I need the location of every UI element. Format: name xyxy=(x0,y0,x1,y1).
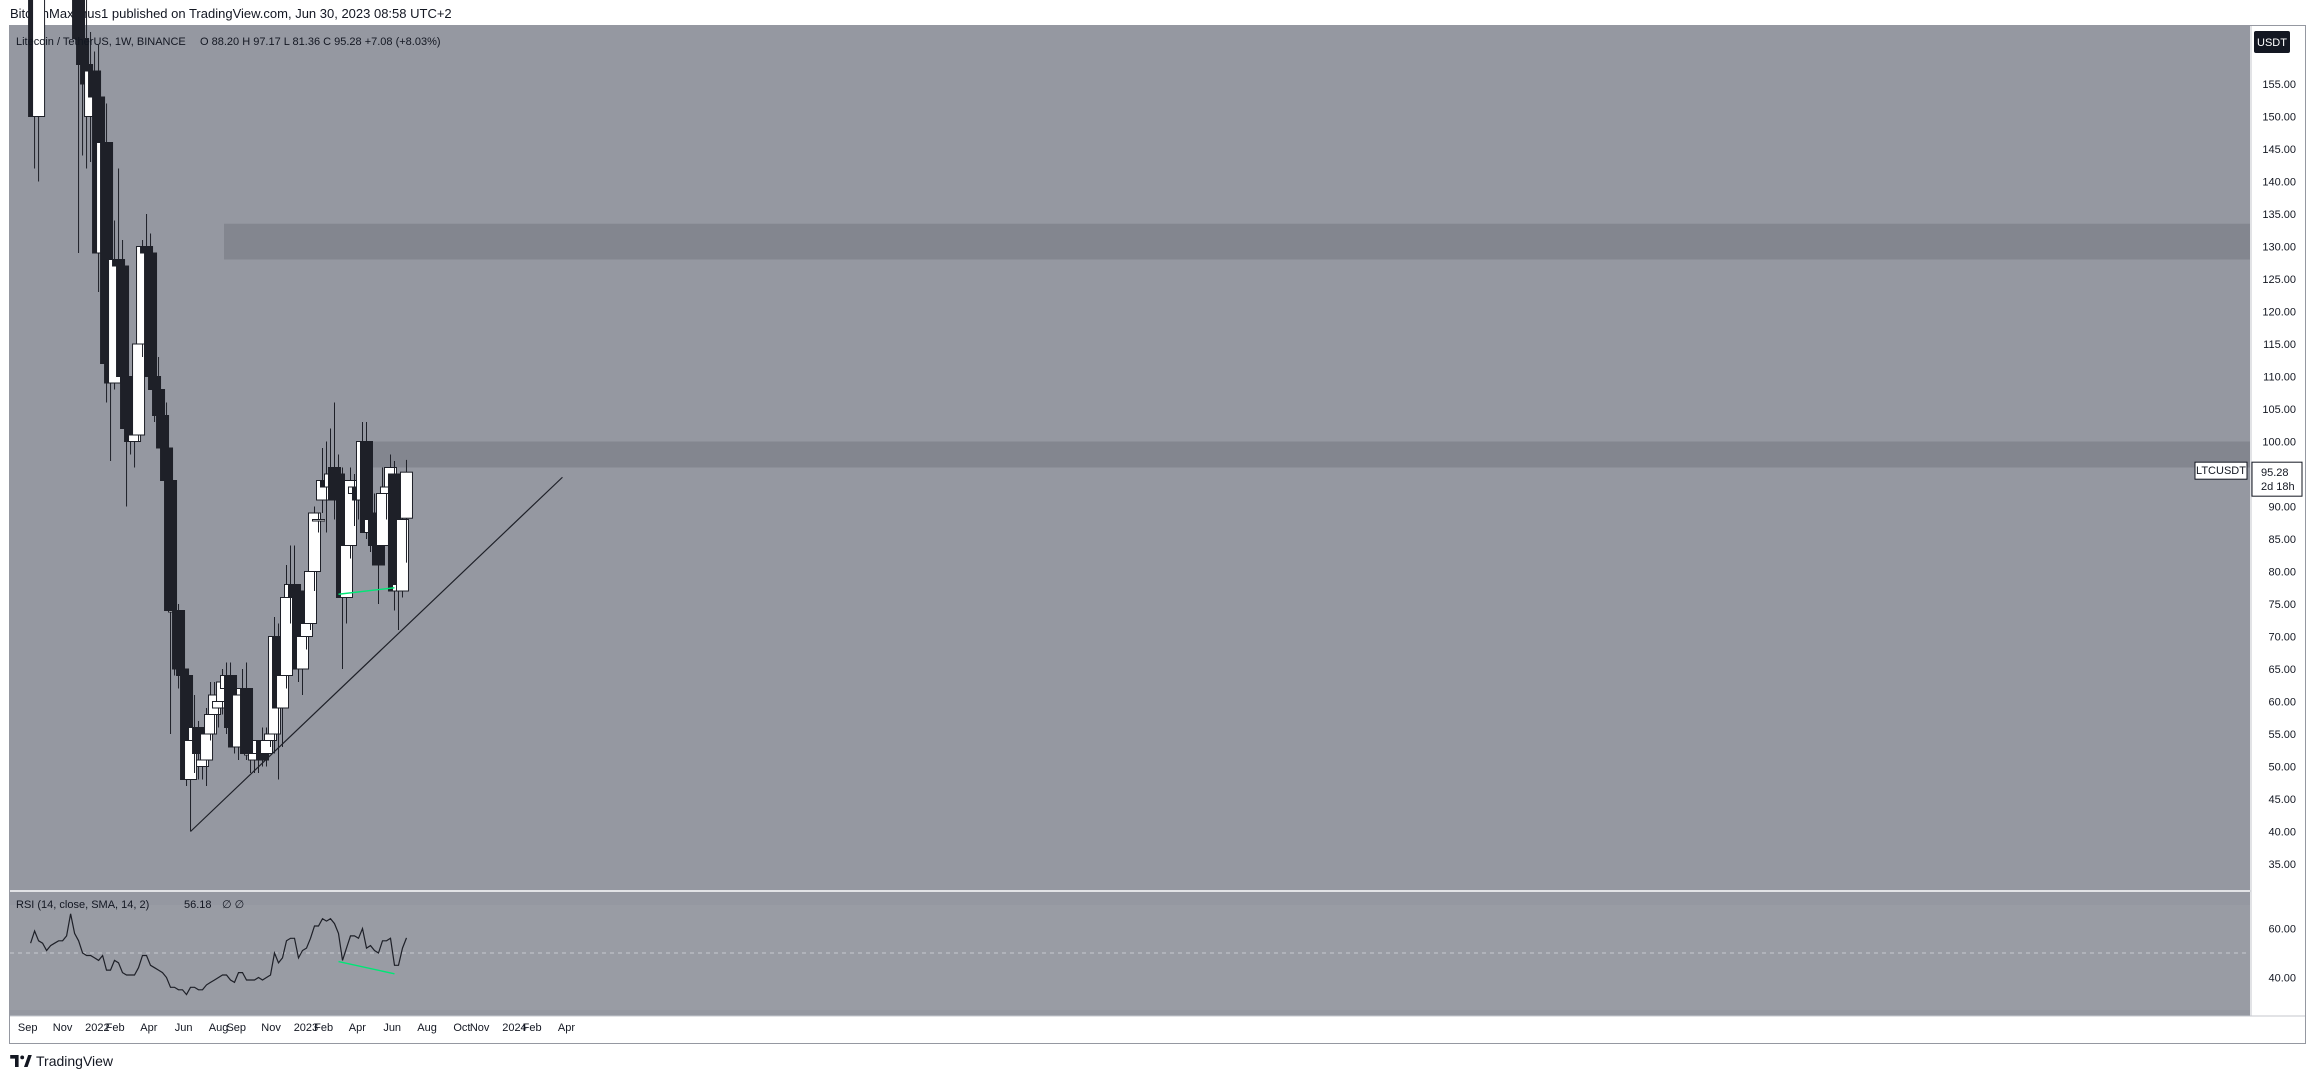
price-tick-label: 115.00 xyxy=(2263,339,2296,351)
publisher-header: BitcoinMaximus1 published on TradingView… xyxy=(10,6,452,21)
time-tick-label: 2023 xyxy=(294,1022,318,1034)
tradingview-logo-icon[interactable] xyxy=(10,1055,32,1067)
price-tick-label: 140.00 xyxy=(2262,177,2296,189)
currency-badge[interactable] xyxy=(2254,31,2290,53)
time-tick-label: Apr xyxy=(349,1022,366,1034)
candle-body xyxy=(308,512,322,572)
time-tick-label: Sep xyxy=(226,1022,246,1034)
price-tick-label: 70.00 xyxy=(2268,632,2296,644)
price-scale[interactable]: 155.00 150.00 145.00 140.00 135.00 130.00 125.… xyxy=(2250,26,2305,1016)
symbol-legend[interactable]: Litecoin / TetherUS, 1W, BINANCE xyxy=(16,36,186,48)
candle-body xyxy=(132,343,146,436)
current-price-value: 95.28 xyxy=(2261,467,2289,479)
price-scale-background xyxy=(2251,26,2305,1016)
time-tick-label: Apr xyxy=(140,1022,157,1034)
time-tick-label: Feb xyxy=(314,1022,333,1034)
rsi-divergence-line[interactable] xyxy=(338,960,395,975)
candle-up[interactable] xyxy=(32,0,46,182)
price-tick-label: 125.00 xyxy=(2262,274,2296,286)
time-tick-label: 2022 xyxy=(85,1022,109,1034)
time-axis-background xyxy=(10,1016,2250,1043)
currency-badge-label: USDT xyxy=(2257,37,2287,49)
legend-overlay: Litecoin / TetherUS, 1W, BINANCE O 88.20… xyxy=(16,36,441,911)
time-tick-label: Feb xyxy=(523,1022,542,1034)
ascending-support-trendline[interactable] xyxy=(190,476,563,832)
resistance-zone[interactable] xyxy=(224,223,2250,260)
time-tick-label: Jun xyxy=(175,1022,193,1034)
rsi-legend-label[interactable]: RSI (14, close, SMA, 14, 2) xyxy=(16,899,149,911)
time-tick-label: Aug xyxy=(417,1022,437,1034)
time-tick-label: 2024 xyxy=(502,1022,526,1034)
candle-up[interactable] xyxy=(399,459,413,563)
chart-frame xyxy=(9,25,2306,1044)
time-tick-label: Apr xyxy=(558,1022,575,1034)
time-tick-label: Jun xyxy=(383,1022,401,1034)
price-tick-label: 90.00 xyxy=(2268,502,2296,514)
price-tick-label: 120.00 xyxy=(2262,307,2296,319)
time-tick-label: Sep xyxy=(18,1022,38,1034)
price-tick-label: 155.00 xyxy=(2262,79,2296,91)
rsi-tick-label: 60.00 xyxy=(2268,924,2296,936)
time-tick-label: Nov xyxy=(261,1022,281,1034)
time-tick-label: Nov xyxy=(470,1022,490,1034)
price-tick-label: 55.00 xyxy=(2268,729,2296,741)
footer: TradingView xyxy=(10,1050,113,1072)
rsi-inner-area xyxy=(10,905,2250,1010)
price-panel[interactable]: LTCUSDT xyxy=(10,0,2305,892)
price-tick-label: 35.00 xyxy=(2268,859,2296,871)
candle-up[interactable] xyxy=(312,513,326,533)
candle-down[interactable] xyxy=(240,662,254,761)
price-tick-label: 75.00 xyxy=(2268,599,2296,611)
price-tick-label: 40.00 xyxy=(2268,827,2296,839)
rsi-panel[interactable] xyxy=(10,892,2250,1016)
time-tick-label: Aug xyxy=(209,1022,229,1034)
rsi-tick-label: 40.00 xyxy=(2268,973,2296,985)
price-tick-label: 110.00 xyxy=(2263,372,2296,384)
brand-name[interactable]: TradingView xyxy=(36,1053,114,1069)
price-tick-label: 105.00 xyxy=(2262,404,2296,416)
candle-body xyxy=(399,471,413,519)
price-tick-label: 50.00 xyxy=(2268,762,2296,774)
candle-body xyxy=(116,265,130,377)
time-tick-label: Nov xyxy=(53,1022,73,1034)
price-tick-label: 45.00 xyxy=(2268,794,2296,806)
price-tick-label: 65.00 xyxy=(2268,664,2296,676)
rsi-legend-value: 56.18 xyxy=(184,899,212,911)
rsi-line[interactable] xyxy=(30,913,408,996)
candle-down[interactable] xyxy=(152,357,166,429)
price-divergence-line[interactable] xyxy=(338,587,395,595)
rsi-legend-extra: ∅ ∅ xyxy=(222,899,244,911)
price-tick-label: 135.00 xyxy=(2262,209,2296,221)
ohlc-legend: O 88.20 H 97.17 L 81.36 C 95.28 +7.08 (+… xyxy=(200,36,441,48)
candle-up[interactable] xyxy=(296,630,310,695)
candle-body xyxy=(312,519,326,522)
price-tick-label: 80.00 xyxy=(2268,567,2296,579)
price-tick-label: 130.00 xyxy=(2262,242,2296,254)
current-price-label[interactable] xyxy=(2251,461,2303,497)
symbol-tag-label: LTCUSDT xyxy=(2196,465,2246,477)
price-tick-label: 100.00 xyxy=(2262,437,2296,449)
price-tick-label: 60.00 xyxy=(2268,697,2296,709)
candle-down[interactable] xyxy=(148,344,162,422)
resistance-zone[interactable] xyxy=(357,441,2250,468)
price-tick-label: 85.00 xyxy=(2268,534,2296,546)
price-tick-label: 150.00 xyxy=(2262,112,2296,124)
price-tick-label: 145.00 xyxy=(2262,144,2296,156)
time-tick-label: Feb xyxy=(106,1022,125,1034)
candle-body xyxy=(395,519,409,592)
candle-down[interactable] xyxy=(144,233,158,390)
time-tick-label: Oct xyxy=(453,1022,470,1034)
candle-body xyxy=(32,0,46,117)
symbol-tag[interactable] xyxy=(2194,461,2248,480)
candle-countdown: 2d 18h xyxy=(2261,481,2295,493)
